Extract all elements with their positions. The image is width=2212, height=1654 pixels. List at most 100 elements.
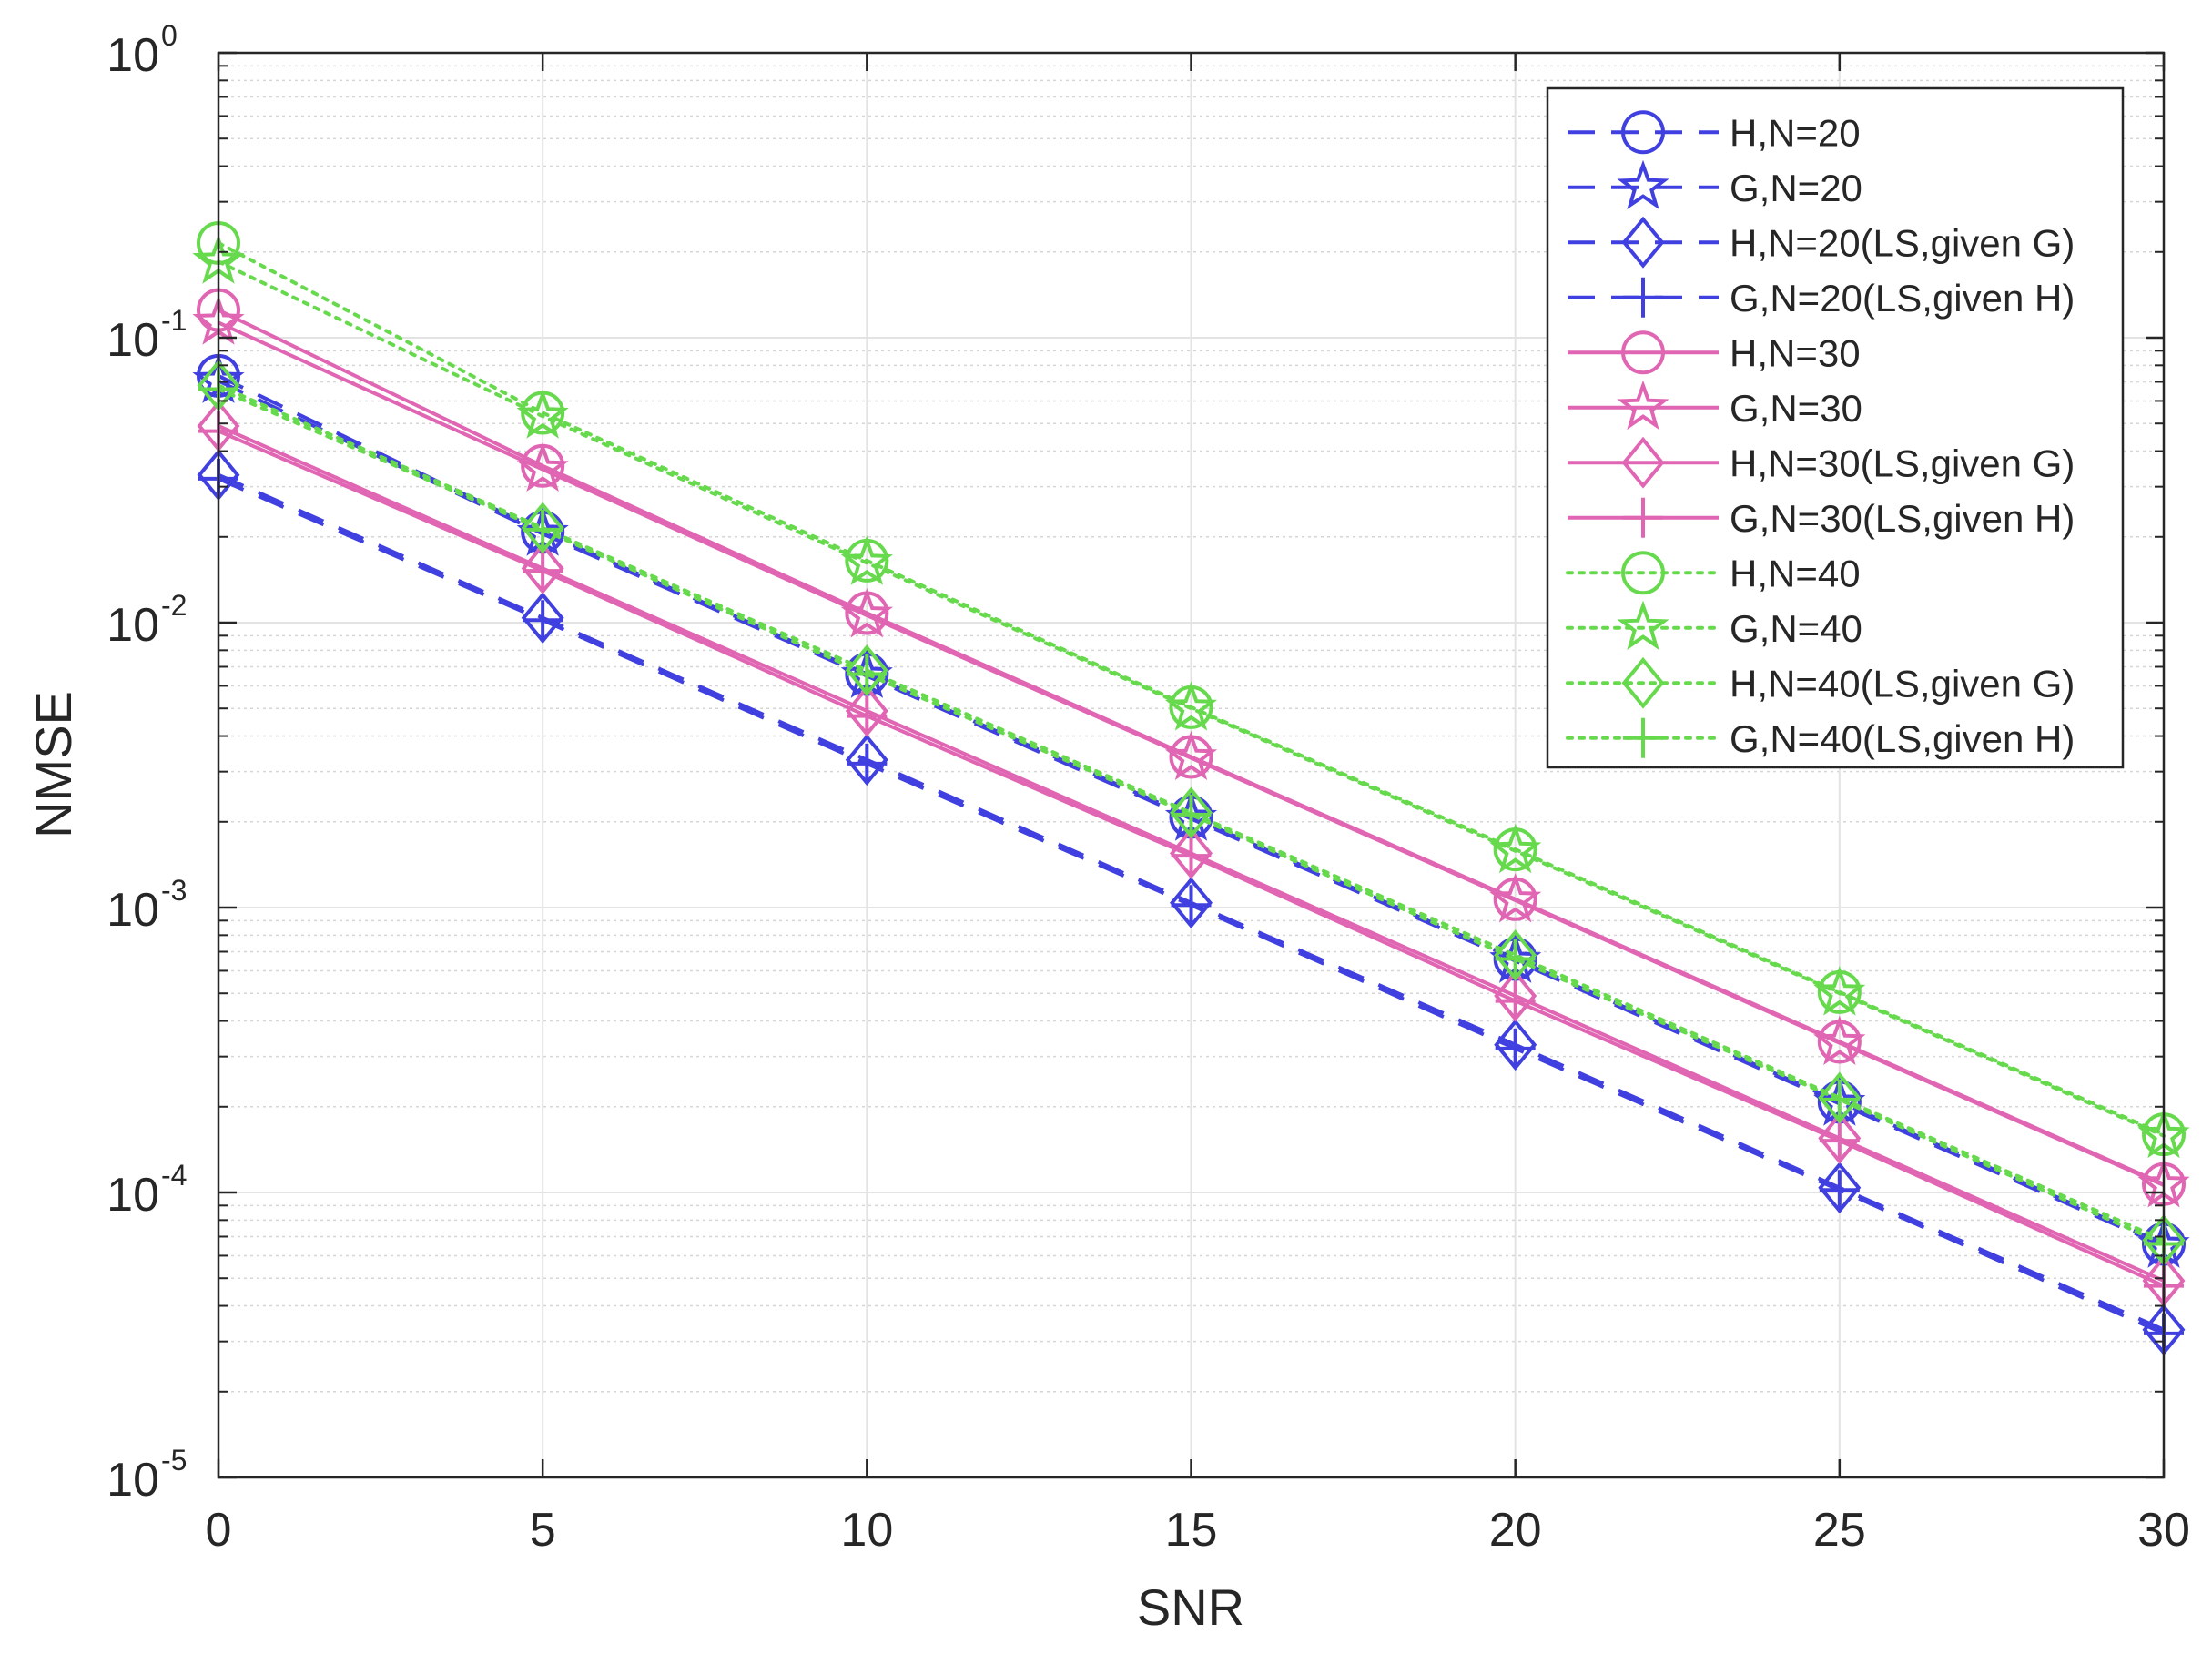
series-line: [217, 259, 2166, 1138]
legend-entry: H,N=30: [1568, 330, 1861, 375]
legend-label: G,N=20(LS,given H): [1730, 277, 2075, 320]
star-marker: [1617, 600, 1669, 651]
series-layer: [192, 220, 2190, 1356]
legend-entry: G,N=20(LS,given H): [1568, 277, 2075, 320]
legend-label: H,N=40(LS,given G): [1730, 662, 2075, 705]
y-tick-label: 10: [107, 884, 159, 937]
legend-label: G,N=30(LS,given H): [1730, 497, 2075, 540]
x-tick-label: 30: [2137, 1504, 2190, 1557]
plus-marker: [523, 551, 563, 592]
star-marker: [1164, 730, 1218, 780]
legend-label: G,N=40: [1730, 607, 1862, 650]
plus-marker: [847, 743, 888, 784]
x-axis-label: SNR: [1137, 1578, 1244, 1636]
x-tick-label: 0: [206, 1504, 232, 1557]
x-tick-label: 20: [1489, 1504, 1542, 1557]
plus-marker: [1623, 717, 1663, 758]
plus-marker: [1819, 1121, 1860, 1162]
diamond-marker: [1621, 656, 1665, 709]
legend-box: [1546, 86, 2125, 769]
plus-marker: [523, 509, 563, 550]
diamond-marker: [521, 502, 564, 554]
star-marker: [840, 535, 893, 585]
star-marker: [1489, 823, 1542, 874]
plus-marker: [1495, 1028, 1536, 1069]
legend-entry: G,N=30(LS,given H): [1568, 497, 2075, 540]
y-tick-label: 10: [107, 599, 159, 652]
y-tick-label: 10: [107, 1454, 159, 1507]
legend-label: G,N=40(LS,given H): [1730, 717, 2075, 760]
series-line: [218, 320, 2165, 1187]
legend-label: H,N=40: [1730, 552, 1861, 594]
star-marker: [840, 588, 893, 638]
diamond-marker: [1170, 827, 1213, 879]
diamond-marker: [1621, 216, 1665, 269]
y-tick-exponent: -3: [161, 874, 187, 907]
y-axis-label: NMSE: [25, 691, 82, 838]
legend-label: G,N=20: [1730, 167, 1862, 209]
plus-marker: [1495, 939, 1536, 979]
x-tick-label: 15: [1165, 1504, 1218, 1557]
plus-marker: [1495, 980, 1536, 1021]
circle-marker: [1621, 551, 1665, 595]
star-marker: [516, 441, 569, 492]
plus-marker: [847, 654, 888, 695]
y-tick-exponent: 0: [161, 19, 178, 52]
series-G,N=30(LS,given H): [198, 411, 2184, 1306]
y-tick-exponent: -4: [161, 1159, 187, 1192]
plus-marker: [1171, 836, 1212, 877]
legend-entry: H,N=30(LS,given G): [1568, 436, 2075, 489]
plus-marker: [523, 600, 563, 641]
y-tick-exponent: -1: [161, 304, 187, 337]
star-marker: [516, 389, 569, 439]
plus-marker: [1623, 497, 1663, 538]
plus-marker: [847, 695, 888, 736]
x-tick-label: 10: [840, 1504, 893, 1557]
diamond-marker: [1621, 436, 1665, 489]
star-marker: [1489, 873, 1542, 923]
diamond-marker: [521, 542, 564, 594]
y-tick-exponent: -5: [161, 1444, 187, 1476]
legend-entry: H,N=20(LS,given G): [1568, 216, 2075, 269]
legend-label: H,N=30: [1730, 331, 1861, 374]
plus-marker: [1623, 277, 1663, 318]
x-tick-label: 25: [1813, 1504, 1866, 1557]
y-tick-label: 10: [107, 29, 159, 82]
legend-label: H,N=20: [1730, 111, 1861, 154]
axis-ticks: [217, 51, 2166, 1479]
y-tick-label: 10: [107, 1169, 159, 1222]
diamond-marker: [1818, 1162, 1862, 1214]
diamond-marker: [1170, 786, 1213, 839]
x-tick-label: 5: [530, 1504, 556, 1557]
legend-entry: G,N=30: [1568, 380, 1862, 431]
diamond-marker: [1170, 877, 1213, 929]
star-marker: [1164, 681, 1218, 731]
star-marker: [1617, 159, 1669, 210]
y-tick-label: 10: [107, 314, 159, 367]
star-marker: [1617, 380, 1669, 431]
circle-marker: [1621, 330, 1665, 375]
diamond-marker: [1818, 1111, 1862, 1164]
legend-entry: G,N=40(LS,given H): [1566, 717, 2075, 760]
x-tick-labels: 0 5 10 15 20 25 30: [206, 1504, 2190, 1557]
star-marker: [1813, 1015, 1866, 1065]
legend-entry: H,N=40: [1566, 551, 1861, 595]
legend-entry: G,N=40: [1566, 600, 1862, 651]
legend-label: H,N=20(LS,given G): [1730, 221, 2075, 264]
legend-label: G,N=30: [1730, 387, 1862, 430]
plus-marker: [1171, 794, 1212, 835]
plus-marker: [1819, 1170, 1860, 1211]
legend: H,N=20 G,N=20 H,N=20(LS,given G) G,N=20(LS,…: [1546, 86, 2125, 769]
legend-entry: H,N=40(LS,given G): [1566, 656, 2075, 709]
plus-marker: [1171, 885, 1212, 926]
circle-marker: [1621, 110, 1665, 155]
diamond-marker: [521, 592, 564, 644]
plus-marker: [1819, 1079, 1860, 1120]
legend-label: H,N=30(LS,given G): [1730, 441, 2075, 484]
y-tick-exponent: -2: [161, 589, 187, 622]
legend-entry: H,N=20: [1568, 110, 1861, 155]
star-marker: [1813, 966, 1866, 1016]
series-G,N=30: [192, 295, 2190, 1208]
